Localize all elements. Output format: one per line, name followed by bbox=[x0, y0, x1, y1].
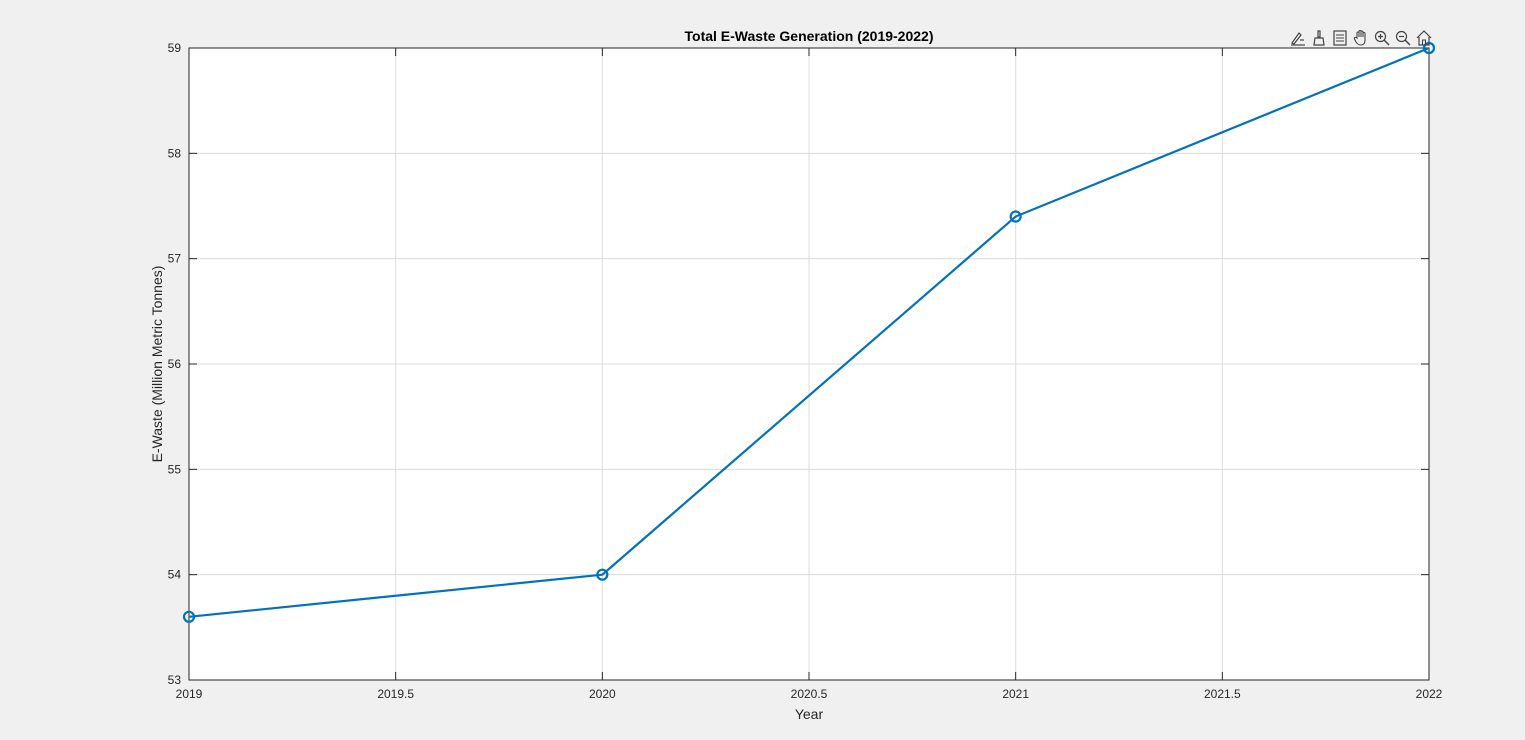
data-point-marker bbox=[1009, 210, 1022, 223]
series-line-path bbox=[188, 46, 1430, 618]
x-tick-label: 2019.5 bbox=[377, 687, 414, 701]
x-tick-label: 2020.5 bbox=[791, 687, 828, 701]
x-tick-label: 2022 bbox=[1416, 687, 1443, 701]
y-axis-label: E-Waste (Million Metric Tonnes) bbox=[149, 266, 165, 463]
y-tick-label: 57 bbox=[168, 252, 182, 266]
y-axis-ticks: 53 54 55 56 57 58 59 bbox=[168, 41, 1429, 687]
zoom-in-icon[interactable] bbox=[1372, 28, 1392, 48]
zoom-out-icon[interactable] bbox=[1393, 28, 1413, 48]
data-tips-icon[interactable] bbox=[1288, 28, 1308, 48]
legend-icon[interactable] bbox=[1330, 28, 1350, 48]
y-tick-label: 56 bbox=[168, 357, 182, 371]
brush-icon[interactable] bbox=[1309, 28, 1329, 48]
x-tick-label: 2020 bbox=[589, 687, 616, 701]
y-tick-label: 55 bbox=[168, 462, 182, 476]
x-tick-label: 2021 bbox=[1002, 687, 1029, 701]
data-point-marker bbox=[596, 568, 609, 581]
pan-icon[interactable] bbox=[1351, 28, 1371, 48]
chart-title: Total E-Waste Generation (2019-2022) bbox=[685, 28, 934, 44]
x-axis-ticks: 2019 2019.5 2020 2020.5 2021 2021.5 2022 bbox=[176, 48, 1443, 701]
axes-toolbar bbox=[1288, 28, 1434, 48]
data-point-marker bbox=[182, 610, 196, 623]
x-tick-label: 2019 bbox=[176, 687, 203, 701]
series-line bbox=[182, 41, 1436, 623]
home-icon[interactable] bbox=[1414, 28, 1434, 48]
y-tick-label: 53 bbox=[168, 673, 182, 687]
y-tick-label: 59 bbox=[168, 41, 182, 55]
x-axis-label: Year bbox=[795, 706, 824, 722]
y-tick-label: 54 bbox=[168, 568, 182, 582]
x-tick-label: 2021.5 bbox=[1204, 687, 1241, 701]
y-tick-label: 58 bbox=[168, 146, 182, 160]
